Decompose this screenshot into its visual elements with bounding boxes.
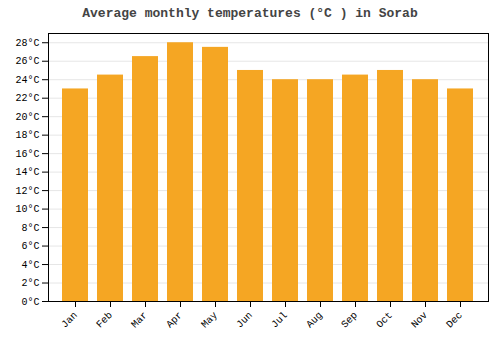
svg-text:Jul: Jul [269,310,290,331]
svg-text:Jun: Jun [234,310,255,331]
svg-text:May: May [199,310,220,331]
svg-text:Jan: Jan [59,310,80,331]
svg-text:26°C: 26°C [15,56,39,67]
svg-text:22°C: 22°C [15,93,39,104]
svg-text:28°C: 28°C [15,38,39,49]
svg-text:18°C: 18°C [15,130,39,141]
svg-text:6°C: 6°C [21,241,39,252]
svg-text:Feb: Feb [94,310,115,331]
svg-text:14°C: 14°C [15,167,39,178]
svg-text:20°C: 20°C [15,112,39,123]
svg-text:Dec: Dec [444,310,465,331]
svg-text:24°C: 24°C [15,75,39,86]
svg-text:0°C: 0°C [21,297,39,308]
svg-text:16°C: 16°C [15,149,39,160]
svg-text:8°C: 8°C [21,223,39,234]
svg-text:2°C: 2°C [21,278,39,289]
html-text:Average monthly temperatures (: Average monthly temperatures (°C ) in So… [82,6,418,21]
svg-text:4°C: 4°C [21,260,39,271]
svg-text:Apr: Apr [164,310,185,331]
svg-text:Nov: Nov [409,310,430,331]
svg-text:10°C: 10°C [15,204,39,215]
svg-text:12°C: 12°C [15,186,39,197]
svg-text:Oct: Oct [374,310,395,331]
svg-text:Mar: Mar [129,310,150,331]
svg-text:Aug: Aug [304,310,325,331]
svg-text:Sep: Sep [339,310,360,331]
